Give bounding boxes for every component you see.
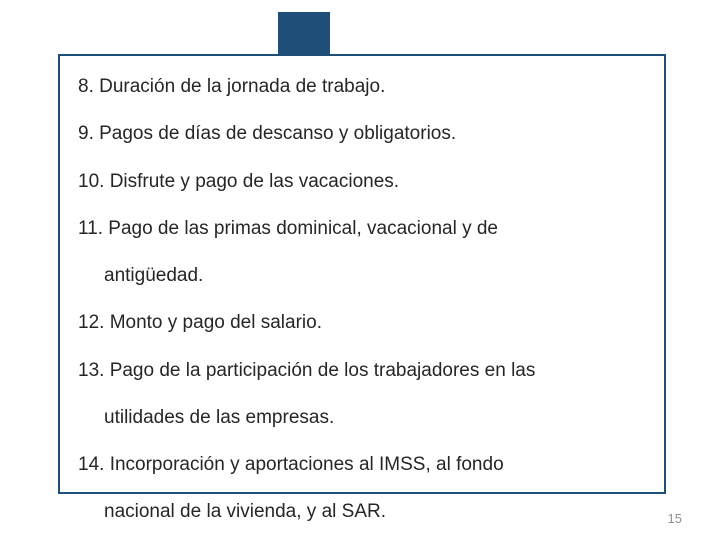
numbered-list: 8. Duración de la jornada de trabajo. 9. … [78,70,646,529]
list-item-continuation: antigüedad. [104,259,646,292]
page-number: 15 [668,511,682,526]
list-item: 11. Pago de las primas dominical, vacaci… [78,212,646,245]
list-item: 12. Monto y pago del salario. [78,306,646,339]
list-item-continuation: nacional de la vivienda, y al SAR. [104,495,646,528]
header-tab [278,12,330,56]
list-item-continuation: utilidades de las empresas. [104,401,646,434]
list-item: 9. Pagos de días de descanso y obligator… [78,117,646,150]
content-box: 8. Duración de la jornada de trabajo. 9. … [58,54,666,494]
list-item: 8. Duración de la jornada de trabajo. [78,70,646,103]
list-item: 14. Incorporación y aportaciones al IMSS… [78,448,646,481]
list-item: 10. Disfrute y pago de las vacaciones. [78,165,646,198]
list-item: 13. Pago de la participación de los trab… [78,354,646,387]
